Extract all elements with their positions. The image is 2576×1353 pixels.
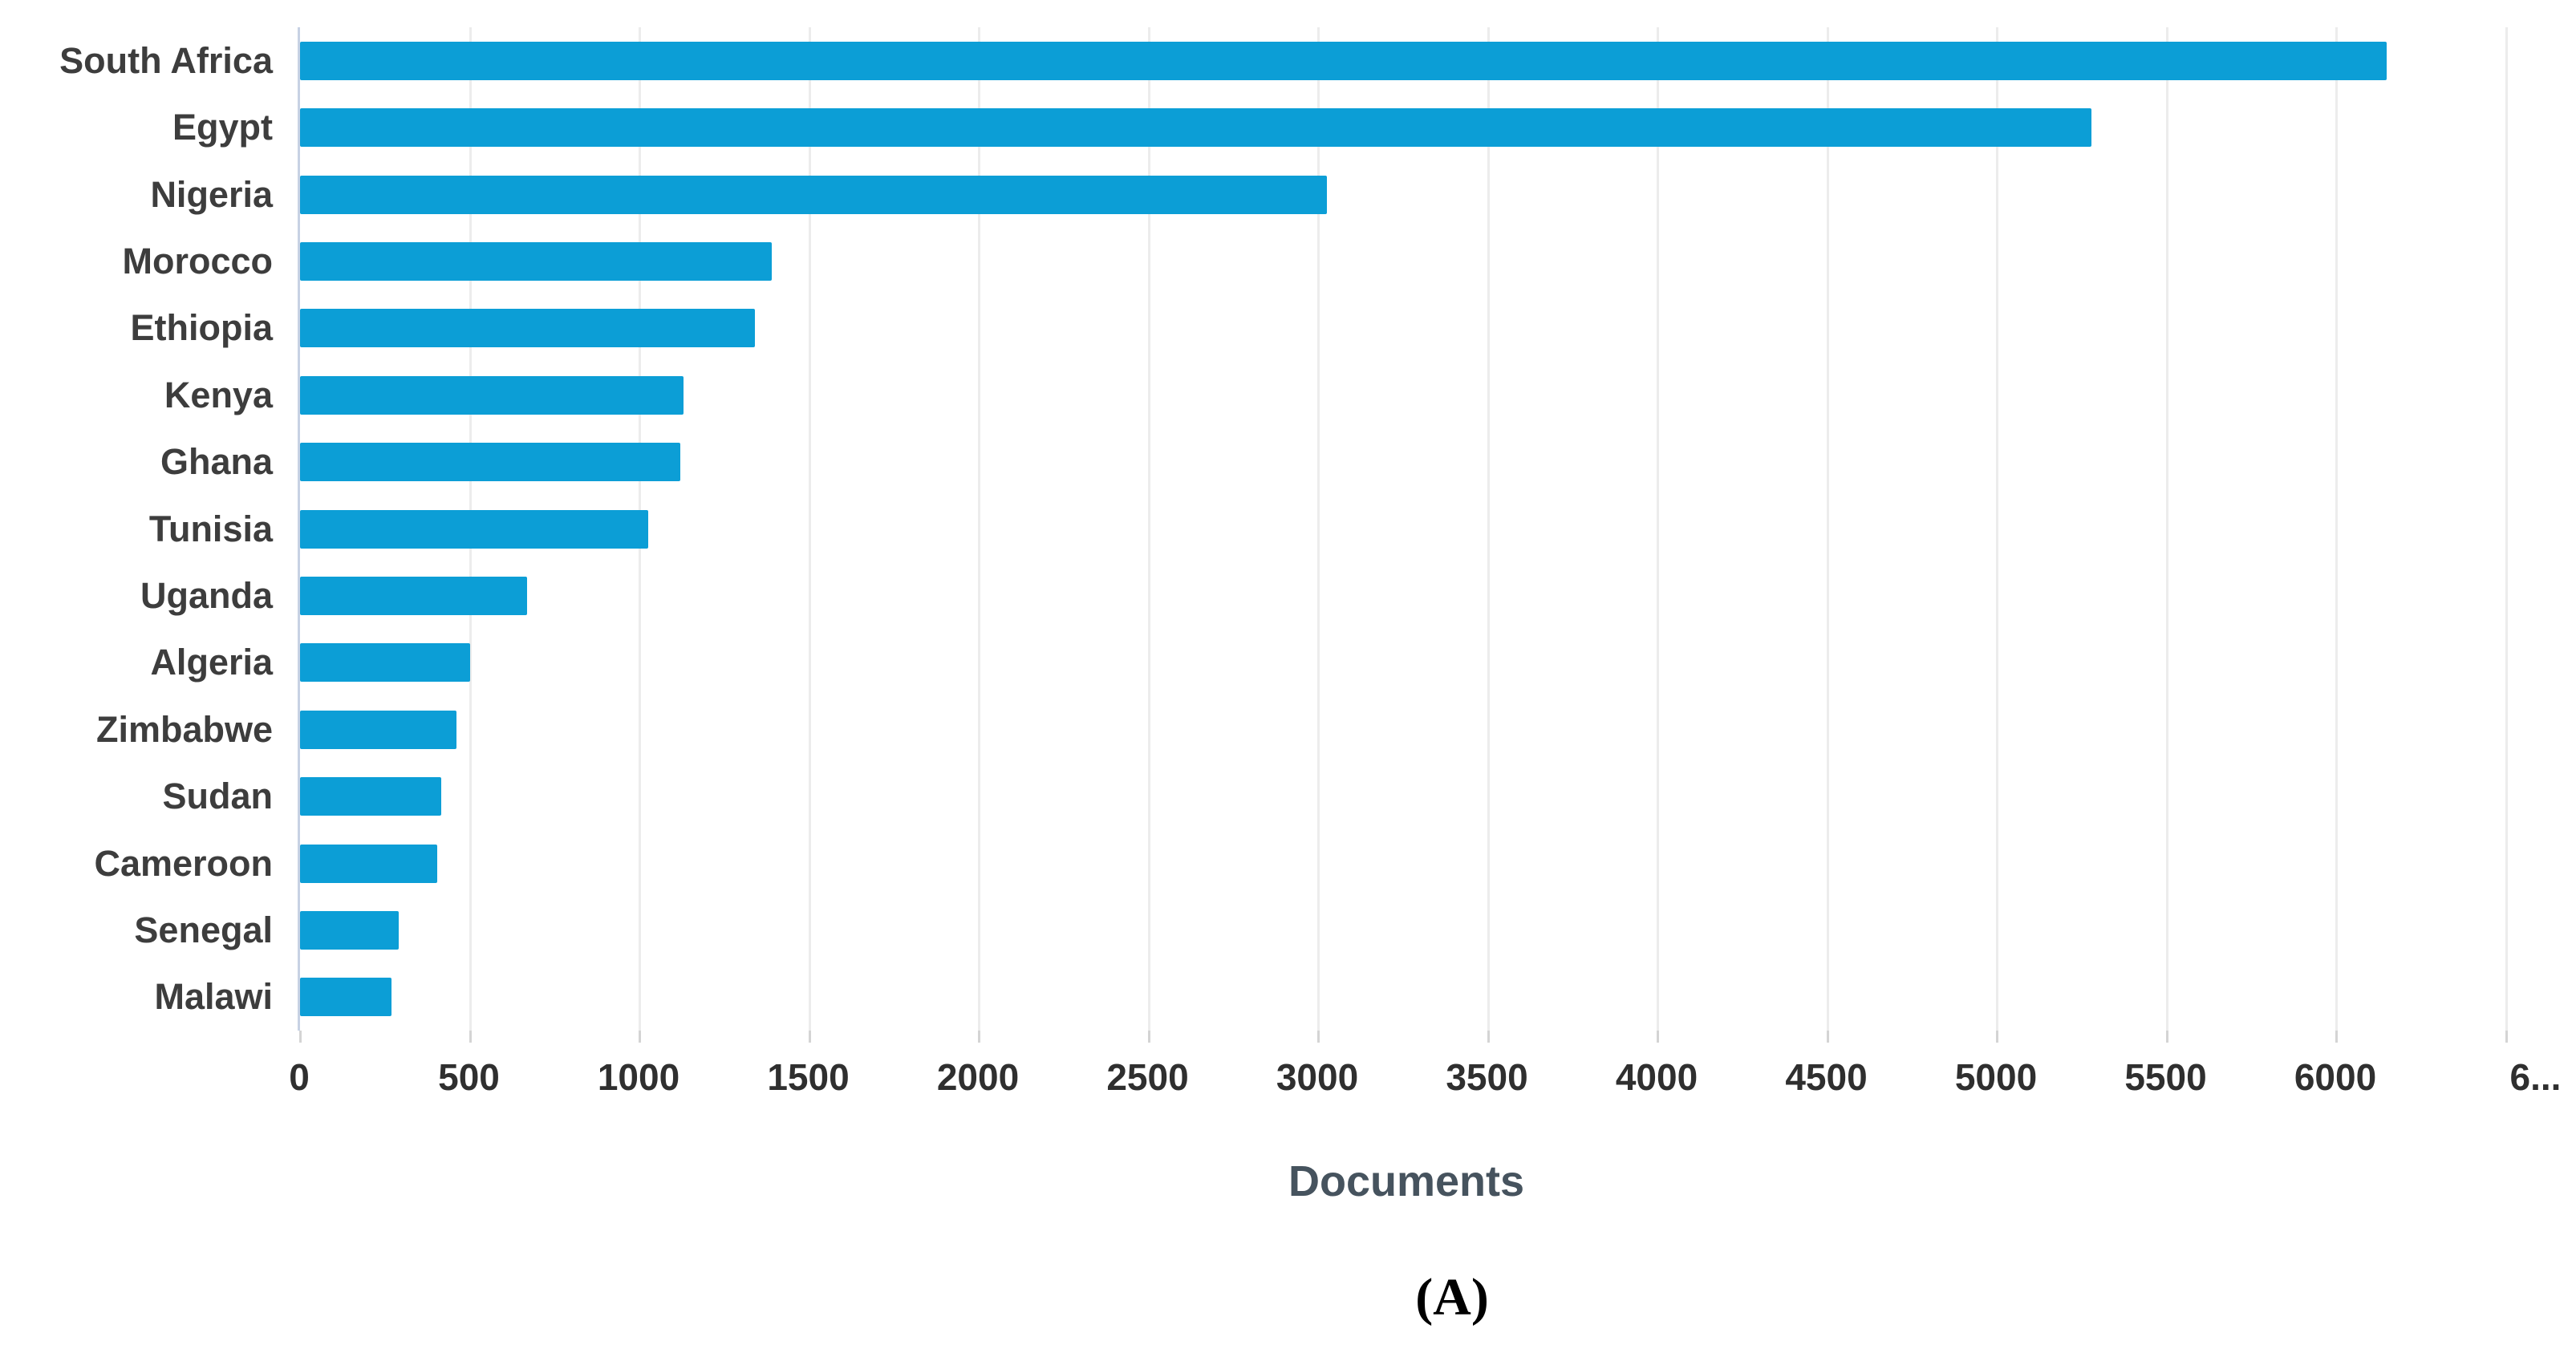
x-tick-label-5500: 5500 (2124, 1056, 2207, 1098)
bar-ethiopia (300, 309, 755, 348)
gridline-2000 (978, 27, 980, 1031)
x-tick-label-4500: 4500 (1785, 1056, 1868, 1098)
bar-malawi (300, 978, 392, 1017)
gridline-3500 (1487, 27, 1490, 1031)
category-label: Kenya (164, 374, 273, 415)
gridline-5500 (2165, 27, 2168, 1031)
bar-senegal (300, 910, 399, 950)
bar-uganda (300, 576, 528, 615)
gridline-1500 (808, 27, 811, 1031)
bar-zimbabwe (300, 710, 456, 749)
category-label: Ethiopia (130, 307, 274, 349)
bar-cameroon (300, 844, 438, 883)
category-label: Zimbabwe (95, 708, 273, 750)
category-label: Uganda (140, 574, 273, 616)
tick-mark-5500 (2165, 1031, 2168, 1043)
category-label: Senegal (134, 909, 273, 950)
x-axis-title: Documents (1288, 1157, 1525, 1205)
x-tick-label-5000: 5000 (1954, 1056, 2038, 1098)
bar-egypt (300, 108, 2092, 148)
tick-mark-2000 (978, 1031, 980, 1043)
gridline-4000 (1657, 27, 1659, 1031)
x-tick-label-1000: 1000 (597, 1056, 680, 1098)
tick-mark-4000 (1657, 1031, 1659, 1043)
bar-tunisia (300, 509, 648, 549)
bar-sudan (300, 777, 441, 816)
gridline-6500 (2505, 27, 2508, 1031)
tick-mark-0 (299, 1031, 302, 1043)
bar-kenya (300, 375, 684, 415)
category-label: Ghana (160, 441, 273, 483)
category-label: Nigeria (150, 173, 273, 215)
x-tick-label-3000: 3000 (1276, 1056, 1359, 1098)
tick-mark-3000 (1317, 1031, 1320, 1043)
x-tick-label-6...: 6... (2509, 1056, 2562, 1098)
x-tick-label-4000: 4000 (1615, 1056, 1698, 1098)
x-tick-label-0: 0 (289, 1056, 310, 1098)
tick-mark-1000 (639, 1031, 641, 1043)
x-tick-label-2500: 2500 (1106, 1056, 1189, 1098)
tick-mark-4500 (1826, 1031, 1829, 1043)
tick-mark-5000 (1996, 1031, 1998, 1043)
x-tick-label-1500: 1500 (767, 1056, 850, 1098)
tick-mark-3500 (1487, 1031, 1490, 1043)
gridline-5000 (1996, 27, 1998, 1031)
gridline-3000 (1317, 27, 1320, 1031)
x-tick-label-3500: 3500 (1446, 1056, 1528, 1098)
bar-nigeria (300, 175, 1327, 214)
category-label: South Africa (59, 39, 273, 81)
x-tick-label-2000: 2000 (936, 1056, 1020, 1098)
bar-ghana (300, 443, 680, 482)
bar-south-africa (300, 41, 2387, 80)
tick-mark-500 (469, 1031, 472, 1043)
category-label: Morocco (122, 240, 273, 282)
tick-mark-6500 (2505, 1031, 2508, 1043)
gridline-4500 (1826, 27, 1829, 1031)
gridline-2500 (1147, 27, 1150, 1031)
bar-morocco (300, 241, 772, 281)
category-label: Tunisia (148, 508, 273, 549)
category-label: Egypt (172, 107, 273, 148)
x-tick-label-500: 500 (438, 1056, 500, 1098)
bar-algeria (300, 643, 470, 683)
category-axis-line (298, 27, 300, 1031)
tick-mark-2500 (1147, 1031, 1150, 1043)
gridline-6000 (2335, 27, 2338, 1031)
category-label: Sudan (162, 776, 273, 817)
tick-mark-1500 (808, 1031, 811, 1043)
figure-caption: (A) (1415, 1268, 1489, 1327)
x-tick-label-6000: 6000 (2294, 1056, 2377, 1098)
category-label: Malawi (154, 976, 273, 1018)
category-label: Algeria (150, 642, 273, 683)
tick-mark-6000 (2335, 1031, 2338, 1043)
category-label: Cameroon (94, 842, 273, 884)
